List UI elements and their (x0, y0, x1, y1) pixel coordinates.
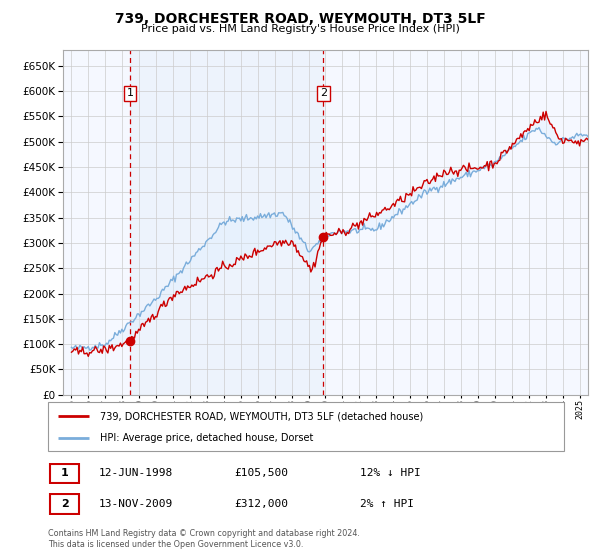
Text: 1: 1 (61, 468, 68, 478)
Text: 2% ↑ HPI: 2% ↑ HPI (360, 499, 414, 509)
Text: Contains HM Land Registry data © Crown copyright and database right 2024.
This d: Contains HM Land Registry data © Crown c… (48, 529, 360, 549)
Bar (130, 50, 323, 395)
FancyBboxPatch shape (50, 494, 79, 514)
FancyBboxPatch shape (50, 464, 79, 483)
Text: £105,500: £105,500 (234, 468, 288, 478)
Text: HPI: Average price, detached house, Dorset: HPI: Average price, detached house, Dors… (100, 433, 313, 444)
Text: 1: 1 (127, 88, 133, 99)
Text: 2: 2 (320, 88, 327, 99)
Text: 12% ↓ HPI: 12% ↓ HPI (360, 468, 421, 478)
Text: 2: 2 (61, 499, 68, 509)
Text: 739, DORCHESTER ROAD, WEYMOUTH, DT3 5LF (detached house): 739, DORCHESTER ROAD, WEYMOUTH, DT3 5LF … (100, 411, 423, 421)
FancyBboxPatch shape (48, 402, 564, 451)
Text: 13-NOV-2009: 13-NOV-2009 (99, 499, 173, 509)
Text: £312,000: £312,000 (234, 499, 288, 509)
Text: 739, DORCHESTER ROAD, WEYMOUTH, DT3 5LF: 739, DORCHESTER ROAD, WEYMOUTH, DT3 5LF (115, 12, 485, 26)
Text: Price paid vs. HM Land Registry's House Price Index (HPI): Price paid vs. HM Land Registry's House … (140, 24, 460, 34)
Text: 12-JUN-1998: 12-JUN-1998 (99, 468, 173, 478)
